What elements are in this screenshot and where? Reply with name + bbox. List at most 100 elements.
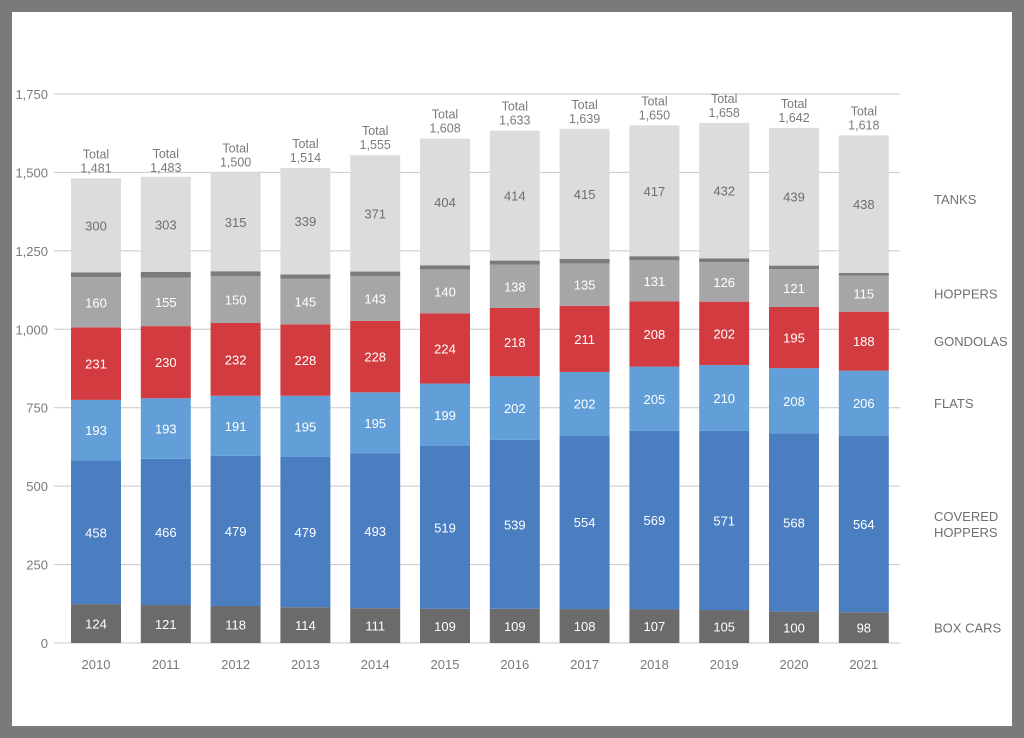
bar-segment-hoppers-2015 (420, 269, 470, 314)
bar-segment-other-2018 (629, 256, 680, 261)
data-label-gondolas: 232 (225, 352, 247, 367)
data-label-flats: 191 (225, 419, 247, 434)
x-tick-label: 2015 (431, 657, 460, 672)
data-label-box-cars: 109 (504, 619, 526, 634)
data-label-hoppers: 143 (364, 291, 386, 306)
bar-segment-flats-2013 (280, 395, 331, 457)
bar-stack-2015: 109 519 199 224 140 404 (420, 138, 470, 643)
total-prefix: Total (781, 97, 807, 111)
bar-segment-tanks-2011 (140, 176, 191, 272)
y-axis: 0 250 500 750 1,000 1,250 1,500 1,750 (15, 87, 48, 651)
legend-label-covered-hoppers: HOPPERS (934, 525, 998, 540)
bar-segment-tanks-2014 (350, 155, 401, 272)
total-prefix: Total (641, 94, 667, 108)
total-prefix: Total (851, 104, 877, 118)
bar-segment-gondolas-2014 (350, 320, 401, 393)
bar-stack-2016: 109 539 202 218 138 414 (489, 130, 540, 643)
data-label-box-cars: 107 (644, 619, 666, 634)
bar-segment-gondolas-2010 (71, 327, 121, 400)
data-label-hoppers: 140 (434, 284, 456, 299)
data-label-hoppers: 138 (504, 279, 526, 294)
bar-segment-box-cars-2016 (489, 608, 540, 643)
total-value: 1,608 (429, 122, 460, 136)
bar-segment-hoppers-2012 (210, 275, 261, 324)
y-tick-label: 1,250 (15, 244, 48, 259)
data-label-covered-hoppers: 564 (853, 517, 875, 532)
bar-segment-hoppers-2011 (140, 277, 191, 327)
bar-stack-2017: 108 554 202 211 135 415 (559, 128, 610, 643)
data-label-covered-hoppers: 458 (85, 525, 107, 540)
data-label-flats: 205 (644, 392, 666, 407)
data-label-flats: 195 (364, 416, 386, 431)
total-value: 1,514 (290, 151, 321, 165)
bar-segment-hoppers-2020 (769, 269, 819, 308)
data-label-flats: 195 (295, 419, 317, 434)
data-label-flats: 210 (713, 391, 735, 406)
data-label-box-cars: 100 (783, 620, 805, 635)
x-axis: 2010 2011 2012 2013 2014 2015 2016 2017 2018 2019… (82, 657, 879, 672)
bar-segment-flats-2010 (71, 399, 121, 461)
x-tick-label: 2019 (710, 657, 739, 672)
bar-segment-flats-2016 (489, 376, 540, 440)
y-tick-label: 250 (26, 558, 48, 573)
bar-segment-tanks-2012 (210, 172, 261, 272)
x-tick-label: 2011 (152, 657, 180, 672)
x-tick-label: 2017 (570, 657, 599, 672)
data-label-covered-hoppers: 519 (434, 520, 456, 535)
bar-segment-other-2019 (699, 258, 750, 263)
bar-segment-hoppers-2017 (559, 263, 610, 306)
bar-segment-covered-hoppers-2011 (140, 458, 191, 606)
legend-label-gondolas: GONDOLAS (934, 334, 1008, 349)
bar-segment-gondolas-2015 (420, 313, 470, 384)
bar-segment-gondolas-2019 (699, 301, 750, 366)
bar-segment-tanks-2019 (699, 122, 750, 259)
data-label-box-cars: 121 (155, 617, 177, 632)
data-label-hoppers: 115 (853, 287, 874, 302)
bar-segment-box-cars-2014 (350, 608, 401, 643)
bar-segment-hoppers-2013 (280, 278, 331, 325)
bar-stack-2013: 114 479 195 228 145 339 (280, 168, 331, 643)
bar-segment-gondolas-2020 (769, 307, 819, 369)
bar-segment-hoppers-2010 (71, 277, 121, 328)
total-value: 1,500 (220, 155, 251, 169)
bar-segment-tanks-2013 (280, 168, 331, 275)
total-prefix: Total (222, 141, 248, 155)
bar-segment-tanks-2016 (489, 130, 540, 261)
bar-segment-other-2014 (350, 271, 401, 276)
data-label-hoppers: 160 (85, 295, 107, 310)
data-label-hoppers: 135 (574, 278, 596, 293)
bar-stack-2010: 124 458 193 231 160 300 (71, 178, 121, 643)
data-label-gondolas: 195 (783, 331, 805, 346)
data-label-gondolas: 202 (713, 326, 735, 341)
total-value: 1,642 (778, 111, 809, 125)
bar-segment-flats-2020 (769, 368, 819, 434)
data-label-tanks: 438 (853, 197, 875, 212)
data-label-gondolas: 228 (364, 350, 386, 365)
bar-segment-covered-hoppers-2010 (71, 460, 121, 605)
x-tick-label: 2012 (221, 657, 250, 672)
data-label-flats: 208 (783, 394, 805, 409)
data-label-gondolas: 228 (295, 353, 317, 368)
bar-segment-tanks-2015 (420, 138, 470, 266)
gridlines (54, 93, 900, 644)
x-tick-label: 2018 (640, 657, 669, 672)
data-label-tanks: 404 (434, 195, 456, 210)
stacked-bar-chart: 0 250 500 750 1,000 1,250 1,500 1,750 124 458 193… (15, 87, 1008, 672)
bar-segment-hoppers-2014 (350, 275, 401, 321)
bar-segment-gondolas-2021 (838, 311, 889, 371)
x-tick-label: 2013 (291, 657, 320, 672)
y-tick-label: 1,750 (15, 87, 48, 102)
data-label-box-cars: 124 (85, 617, 107, 632)
data-label-covered-hoppers: 466 (155, 525, 177, 540)
bar-segment-other-2020 (769, 265, 819, 270)
bar-segment-flats-2019 (699, 365, 750, 431)
x-tick-label: 2010 (82, 657, 111, 672)
total-value: 1,555 (360, 138, 391, 152)
bar-segment-other-2015 (420, 265, 470, 270)
data-label-covered-hoppers: 493 (364, 524, 386, 539)
chart-frame: 0 250 500 750 1,000 1,250 1,500 1,750 124 458 193… (12, 12, 1012, 726)
total-value: 1,483 (150, 161, 181, 175)
bar-segment-other-2016 (489, 260, 540, 265)
